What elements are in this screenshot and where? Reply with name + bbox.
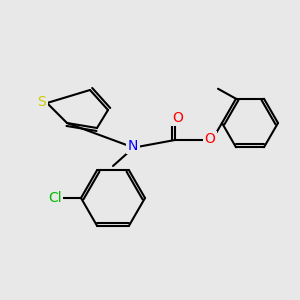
- Text: S: S: [38, 95, 46, 109]
- Text: O: O: [205, 132, 215, 146]
- Text: O: O: [172, 111, 183, 125]
- Text: Cl: Cl: [48, 191, 62, 205]
- Text: N: N: [128, 139, 138, 153]
